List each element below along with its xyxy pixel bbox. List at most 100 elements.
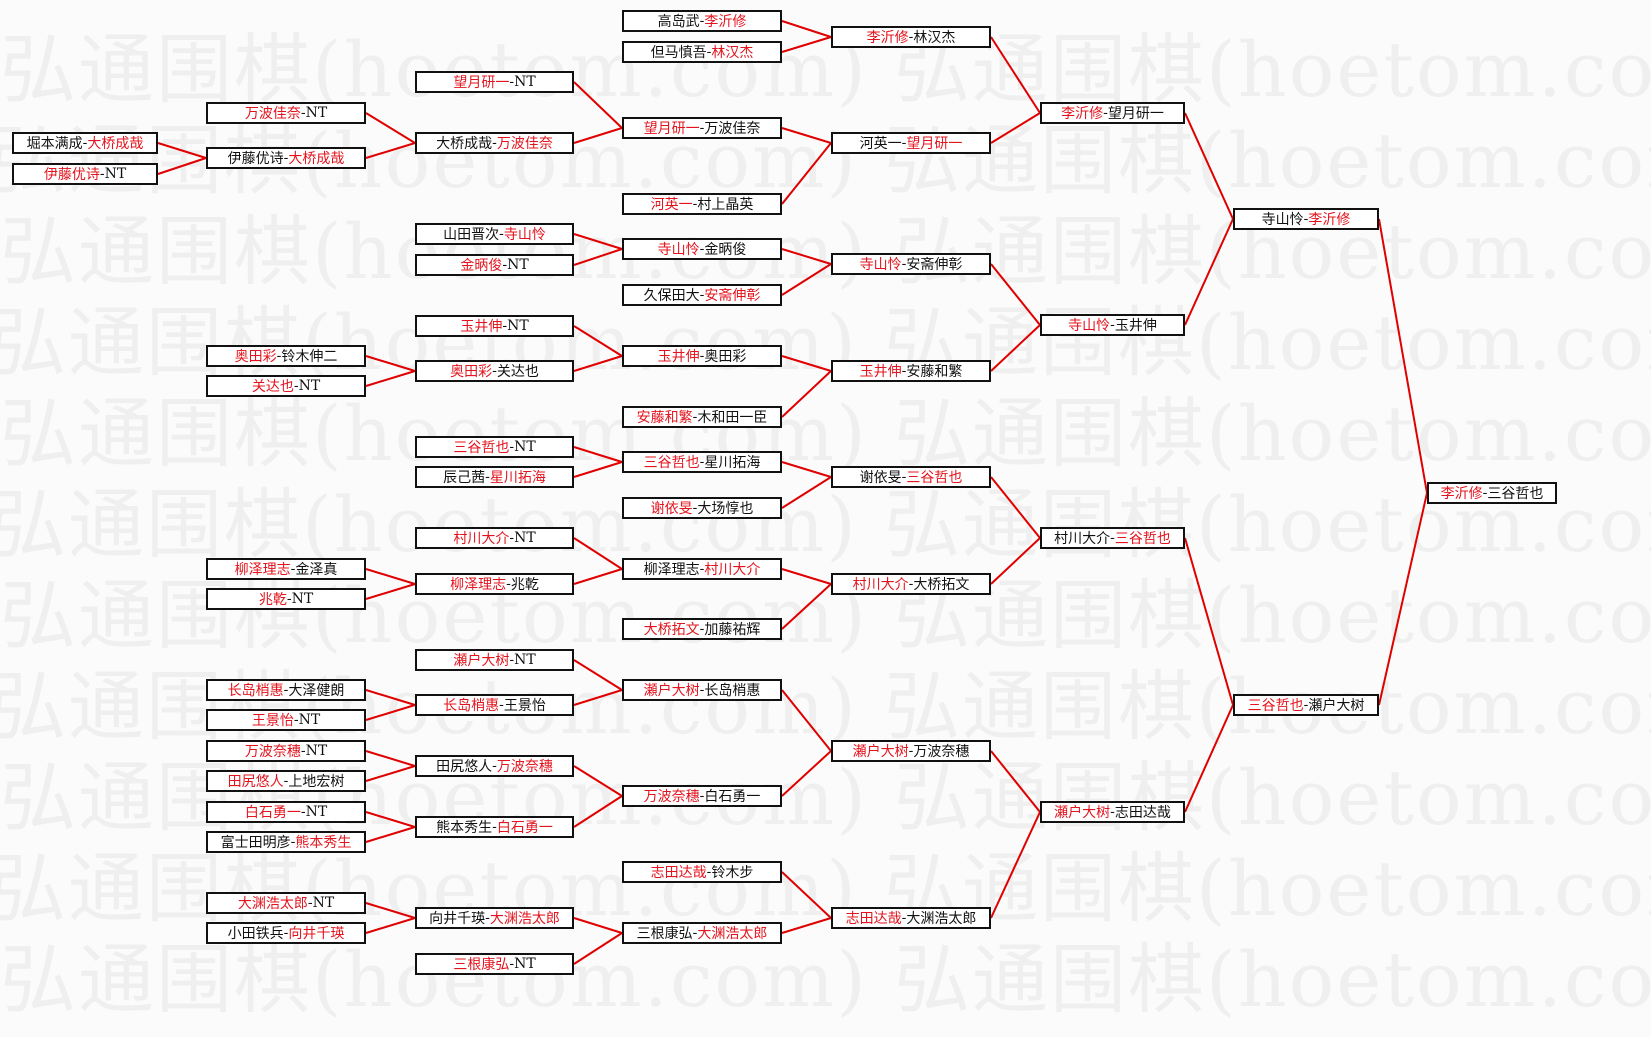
player-name: 熊本秀生 [436, 820, 493, 836]
match-box: 玉井伸 - 奥田彩 [622, 345, 782, 367]
advance-connector [573, 932, 623, 965]
separator: - [290, 561, 296, 577]
player-name: 木和田一臣 [697, 410, 768, 426]
player-name: 兆乾 [510, 577, 539, 593]
match-box: 寺山怜 - 金昞俊 [622, 238, 782, 260]
player-name: 白石勇一 [704, 789, 761, 805]
separator: - [502, 257, 508, 273]
advance-connector [781, 263, 832, 296]
player-name: NT [305, 743, 328, 759]
player-name: 金昞俊 [704, 242, 747, 258]
match-box: 高岛武 - 李沂修 [622, 10, 782, 32]
winner-name: 大渊浩太郎 [489, 911, 560, 927]
player-name: 河英一 [859, 136, 902, 152]
match-box: 奥田彩 - 铃木伸二 [206, 345, 366, 367]
winner-name: 望月研一 [453, 75, 510, 91]
winner-name: 三谷哲也 [906, 470, 963, 486]
separator: - [692, 925, 698, 941]
winner-name: 万波奈穗 [496, 759, 553, 775]
player-name: NT [312, 895, 335, 911]
advance-connector [781, 355, 832, 372]
advance-connector [990, 537, 1041, 585]
separator: - [492, 363, 497, 379]
separator: - [492, 758, 497, 774]
separator: - [699, 621, 705, 637]
player-name: 堀本满成 [26, 136, 83, 152]
advance-connector [573, 233, 623, 250]
advance-connector [990, 750, 1041, 813]
winner-name: 大渊浩太郎 [697, 926, 768, 942]
match-box: 向井千瑛 - 大渊浩太郎 [415, 907, 574, 929]
separator: - [901, 363, 907, 379]
winner-name: 望月研一 [906, 136, 963, 152]
match-box: 瀬户大树 - 万波奈穗 [831, 740, 991, 762]
winner-name: 安藤和繁 [636, 410, 693, 426]
winner-name: 大桥拓文 [643, 622, 700, 638]
separator: - [293, 712, 299, 728]
player-name: 谢依旻 [859, 470, 902, 486]
winner-name: 志田达哉 [650, 865, 707, 881]
winner-name: 柳泽理志 [450, 577, 507, 593]
match-box: 瀬户大树 - NT [415, 649, 574, 671]
advance-connector [781, 583, 832, 630]
separator: - [509, 956, 515, 972]
advance-connector [990, 36, 1041, 114]
advance-connector [573, 461, 623, 478]
advance-connector [573, 127, 623, 144]
match-box: 李沂修 - 三谷哲也 [1427, 482, 1557, 504]
winner-name: 关达也 [251, 379, 294, 395]
match-box: 三根康弘 - 大渊浩太郎 [622, 922, 782, 944]
player-name: 但马慎吾 [650, 45, 707, 61]
match-box: 关达也 - NT [206, 375, 366, 397]
advance-connector [781, 689, 832, 752]
match-box: 大桥成哉 - 万波佳奈 [415, 132, 574, 154]
match-box: 田尻悠人 - 上地宏树 [206, 770, 366, 792]
advance-connector [781, 750, 832, 797]
separator: - [1482, 485, 1488, 501]
advance-connector [781, 461, 832, 478]
advance-connector [365, 142, 416, 159]
match-box: 辰己茜 - 星川拓海 [415, 466, 574, 488]
separator: - [509, 439, 515, 455]
player-name: NT [514, 652, 536, 668]
advance-connector [990, 324, 1041, 372]
player-name: 村上晶英 [697, 197, 754, 213]
match-box: 李沂修 - 林汉杰 [831, 26, 991, 48]
separator: - [1110, 530, 1115, 546]
match-box: 柳泽理志 - 兆乾 [415, 573, 574, 595]
advance-connector [573, 568, 623, 585]
separator: - [499, 226, 504, 242]
separator: - [1110, 804, 1115, 820]
player-name: 安斋伸彰 [906, 257, 963, 273]
separator: - [283, 925, 289, 941]
winner-name: 长岛梢惠 [443, 698, 500, 714]
player-name: NT [507, 318, 529, 334]
winner-name: 三根康弘 [453, 957, 510, 973]
separator: - [692, 196, 698, 212]
player-name: NT [291, 591, 314, 607]
advance-connector [781, 248, 832, 265]
player-name: NT [514, 530, 536, 546]
winner-name: 万波奈穗 [643, 789, 700, 805]
player-name: 铃木步 [711, 865, 754, 881]
player-name: 村川大介 [1054, 531, 1111, 547]
match-box: 志田达哉 - 铃木步 [622, 861, 782, 883]
player-name: 加藤祐辉 [704, 622, 761, 638]
winner-name: 李沂修 [1308, 212, 1351, 228]
advance-connector [781, 871, 832, 919]
separator: - [300, 105, 306, 121]
winner-name: 熊本秀生 [295, 835, 352, 851]
separator: - [485, 469, 490, 485]
winner-name: 田尻悠人 [227, 774, 284, 790]
player-name: 上地宏树 [288, 774, 345, 790]
player-name: NT [305, 105, 328, 121]
winner-name: 三谷哲也 [643, 455, 700, 471]
separator: - [699, 348, 705, 364]
advance-connector [573, 355, 623, 372]
match-box: 寺山怜 - 李沂修 [1233, 208, 1379, 230]
winner-name: 玉井伸 [859, 364, 902, 380]
winner-name: 瀬户大树 [643, 683, 700, 699]
player-name: NT [514, 956, 536, 972]
advance-connector [365, 917, 416, 934]
advance-connector [1184, 704, 1234, 813]
